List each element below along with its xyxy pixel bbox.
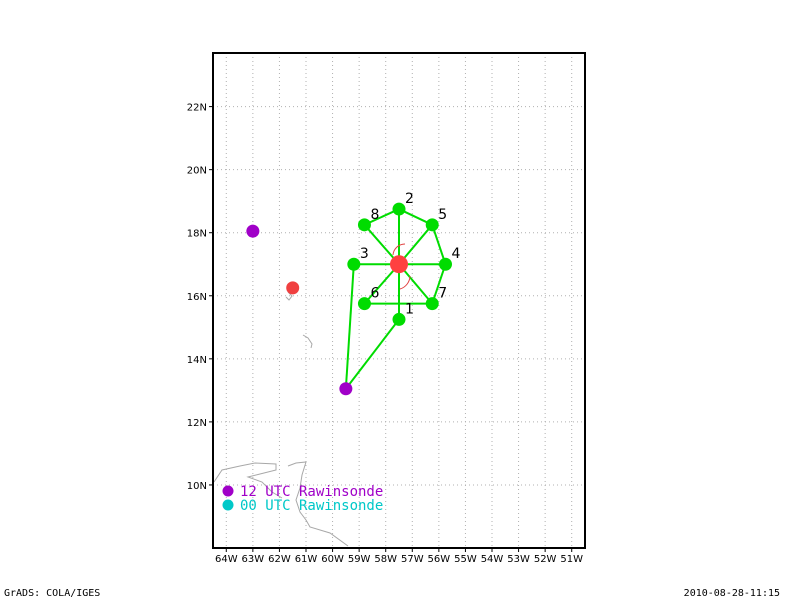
point-marker-7 — [425, 297, 439, 311]
point-label-8: 8 — [370, 207, 379, 223]
point-label-3: 3 — [360, 246, 369, 262]
ring-line — [431, 263, 447, 304]
legend-marker — [222, 499, 234, 511]
coastline-island — [285, 291, 293, 301]
point-marker-1 — [392, 312, 406, 326]
tick-label-lon: 57W — [401, 554, 424, 565]
tick-label-lon: 62W — [268, 554, 291, 565]
point-labels: 1 2 3 4 5 6 7 8 — [360, 191, 461, 317]
tick-label-lat: 20N — [187, 166, 207, 177]
legend-label: 12 UTC Rawinsonde — [240, 484, 383, 500]
tick-label-lat: 14N — [187, 355, 207, 366]
point-label-5: 5 — [438, 207, 447, 223]
point-marker-4 — [439, 257, 452, 271]
plot-frame — [212, 52, 586, 549]
tick-label-lon: 52W — [534, 554, 557, 565]
axis-ticks: 64W 63W 62W 61W 60W 59W 58W 57W 56W 55W 54W 53W 52W 5… — [187, 103, 583, 565]
legend-marker — [222, 485, 234, 497]
point-label-7: 7 — [438, 286, 447, 302]
point-label-6: 6 — [370, 286, 379, 302]
rawinsonde-12utc-marker — [339, 382, 353, 396]
markers — [246, 202, 452, 396]
tick-label-lat: 18N — [187, 229, 207, 240]
rawinsonde-12utc-marker — [246, 224, 260, 238]
tick-label-lon: 59W — [348, 554, 371, 565]
coastline-south-america — [287, 461, 349, 547]
tick-label-lat: 12N — [187, 418, 207, 429]
tick-label-lon: 53W — [507, 554, 530, 565]
tick-label-lon: 56W — [428, 554, 451, 565]
point-marker-3 — [347, 257, 361, 271]
center-marker — [390, 255, 408, 274]
tick-label-lon: 54W — [481, 554, 504, 565]
rawinsonde-link-line — [345, 318, 400, 390]
footer-credit: GrADS: COLA/IGES — [4, 588, 101, 599]
tick-label-lon: 63W — [242, 554, 265, 565]
tick-label-lat: 22N — [187, 103, 207, 114]
rawinsonde-link-line — [344, 264, 355, 389]
ring-line — [431, 224, 447, 265]
point-marker-8 — [357, 218, 371, 232]
tick-label-lon: 61W — [295, 554, 318, 565]
point-marker-6 — [357, 297, 371, 311]
center-arc — [399, 275, 411, 290]
point-marker-5 — [425, 218, 439, 232]
point-label-4: 4 — [452, 246, 461, 262]
point-marker-2 — [392, 202, 406, 216]
legend-label: 00 UTC Rawinsonde — [240, 498, 383, 514]
coastlines — [213, 291, 349, 547]
center-arc — [392, 243, 406, 256]
tick-label-lon: 60W — [321, 554, 344, 565]
tick-label-lat: 10N — [187, 481, 207, 492]
coastline-south-america — [213, 462, 283, 499]
other-site-marker — [286, 281, 300, 295]
tick-label-lat: 16N — [187, 292, 207, 303]
point-label-1: 1 — [405, 301, 414, 317]
center-arcs — [392, 243, 411, 290]
coastline-island — [302, 334, 313, 349]
tick-label-lon: 58W — [374, 554, 397, 565]
grid-lines — [213, 53, 585, 548]
tick-label-lon: 51W — [560, 554, 583, 565]
tick-label-lon: 64W — [215, 554, 238, 565]
tick-label-lon: 55W — [454, 554, 477, 565]
footer-timestamp: 2010-08-28-11:15 — [683, 588, 780, 599]
point-label-2: 2 — [405, 191, 414, 207]
